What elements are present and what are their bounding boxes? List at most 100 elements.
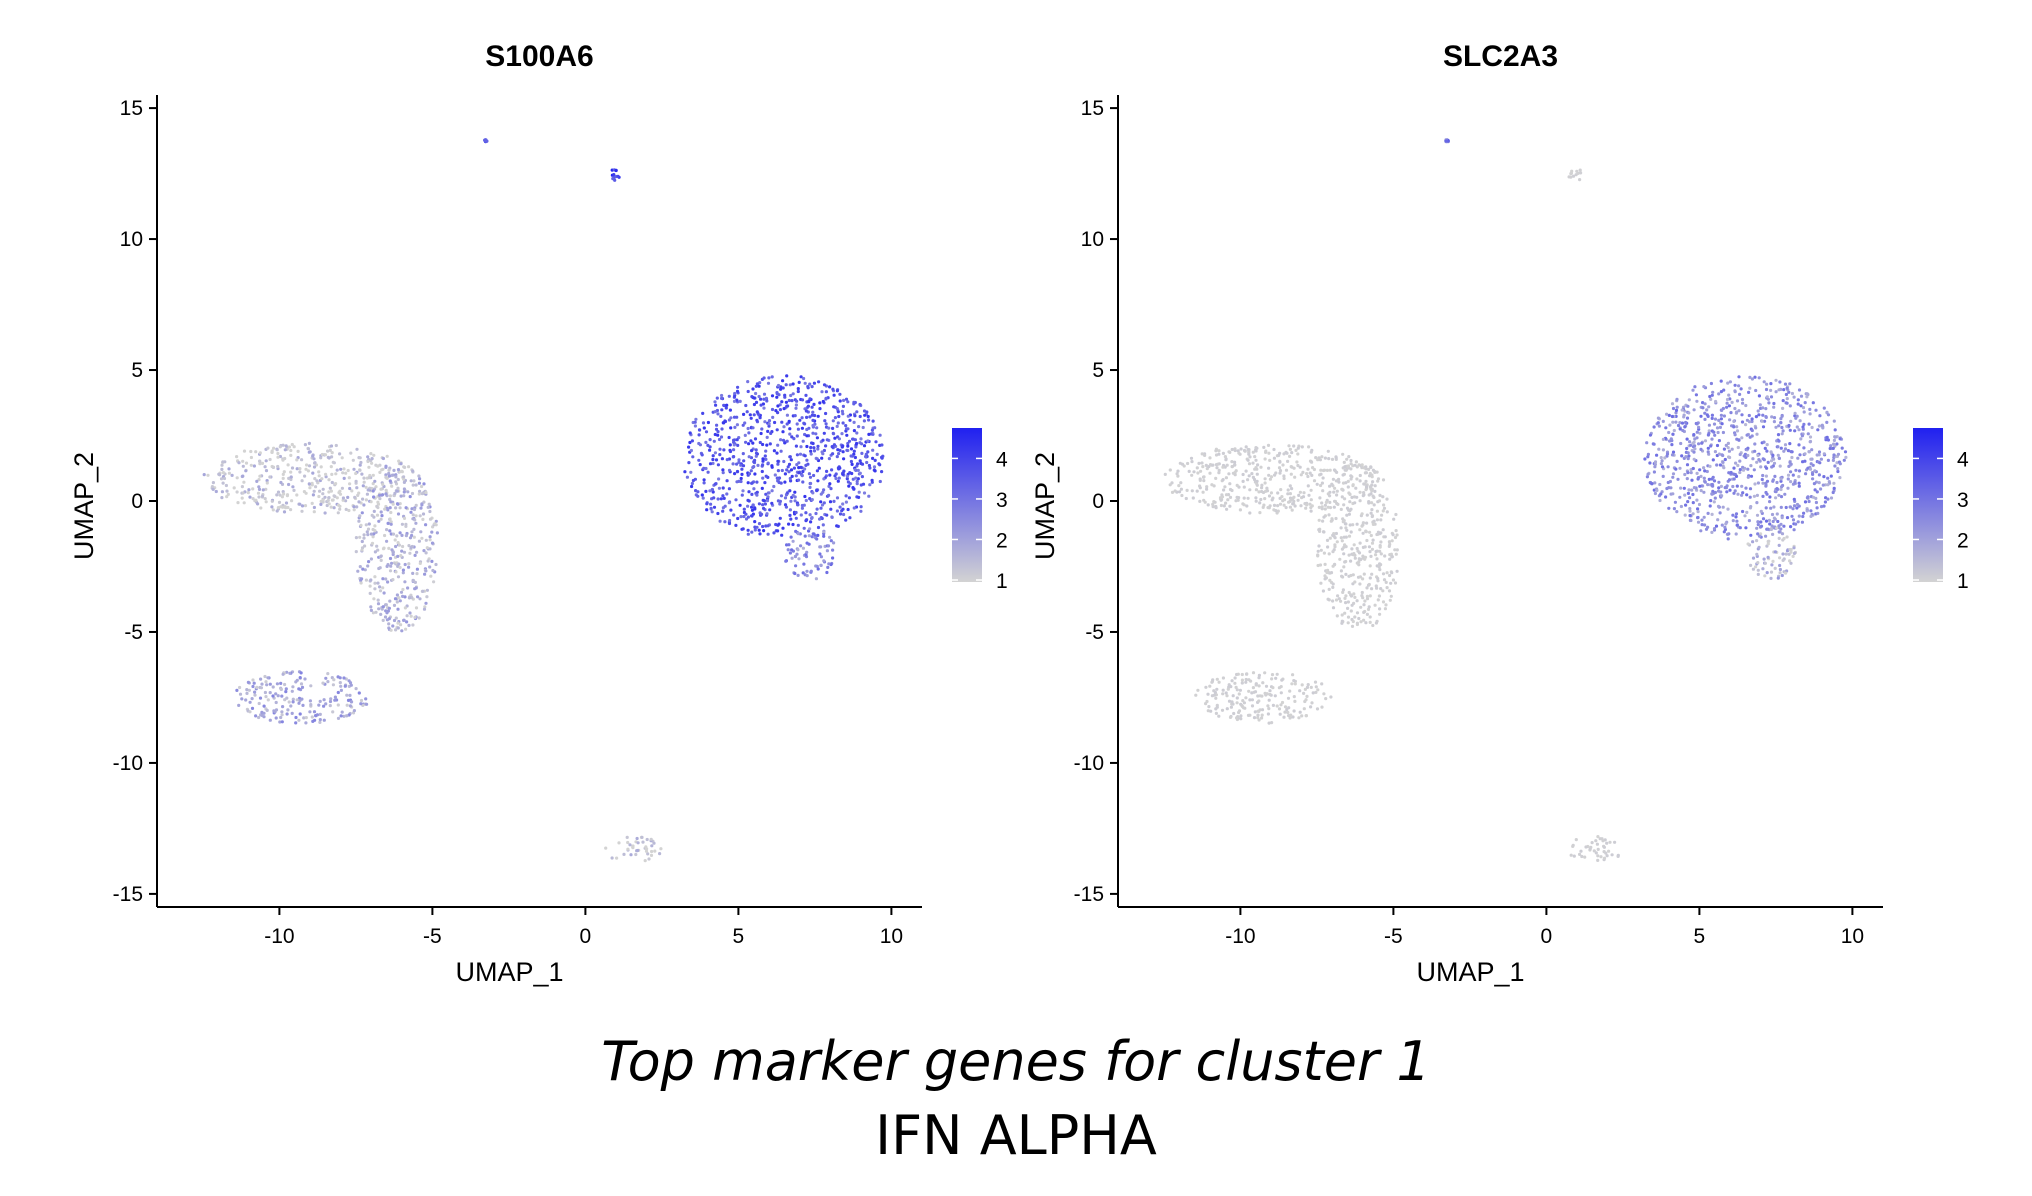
cell-point <box>279 681 283 686</box>
cell-point <box>1679 504 1683 509</box>
cell-point <box>1257 490 1261 494</box>
cell-point <box>1285 707 1289 712</box>
cell-point <box>1361 577 1365 581</box>
cell-point <box>1783 443 1788 447</box>
cell-point <box>810 385 814 389</box>
cell-point <box>1394 529 1398 533</box>
cell-point <box>1780 532 1785 536</box>
cell-point <box>785 374 789 378</box>
cell-point <box>245 688 249 692</box>
cell-point <box>278 493 282 497</box>
cell-point <box>367 476 371 480</box>
cell-point <box>757 502 762 506</box>
cell-point <box>1732 466 1736 470</box>
cell-point <box>1844 455 1848 459</box>
cell-point <box>338 681 342 685</box>
cell-point <box>838 512 843 516</box>
cell-point <box>1738 452 1742 457</box>
cell-point <box>420 492 424 496</box>
cell-point <box>389 500 393 504</box>
cell-point <box>1740 413 1744 417</box>
cell-point <box>310 481 314 485</box>
cell-point <box>770 375 774 379</box>
cell-point <box>798 418 802 422</box>
cell-point <box>1696 520 1701 524</box>
cell-point <box>279 715 283 720</box>
cell-point <box>649 837 653 841</box>
cell-point <box>842 457 846 461</box>
y-axis-label: UMAP_2 <box>69 452 99 560</box>
cell-point <box>341 471 345 475</box>
cell-point <box>1300 445 1304 449</box>
cell-point <box>1777 493 1781 497</box>
cell-point <box>764 474 768 478</box>
cell-point <box>1812 482 1816 486</box>
cell-point <box>690 484 694 489</box>
cell-point <box>1717 480 1721 484</box>
cell-point <box>1279 488 1283 492</box>
cell-point <box>1246 458 1250 462</box>
cell-point <box>1737 409 1741 413</box>
cell-point <box>813 413 817 418</box>
cell-point <box>1204 463 1208 467</box>
cell-point <box>1324 500 1328 504</box>
cell-point <box>1256 694 1260 698</box>
cell-point <box>782 459 786 464</box>
cell-point <box>757 413 761 417</box>
cell-point <box>1712 500 1716 504</box>
cell-point <box>797 471 801 475</box>
x-tick-label: -10 <box>264 925 294 948</box>
cell-point <box>1240 681 1244 685</box>
cell-point <box>1310 701 1314 705</box>
cell-point <box>384 603 388 607</box>
cell-point <box>242 449 247 453</box>
cell-point <box>1745 510 1749 514</box>
cell-point <box>1732 472 1737 476</box>
cell-point <box>1780 414 1784 418</box>
cell-point <box>844 427 849 431</box>
cell-point <box>329 505 333 509</box>
cell-point <box>805 415 809 419</box>
cell-point <box>867 463 872 468</box>
cell-point <box>1738 392 1742 396</box>
cell-point <box>1243 449 1247 453</box>
cell-point <box>1263 481 1267 485</box>
cell-point <box>279 687 283 691</box>
cell-point <box>755 382 760 386</box>
cell-point <box>391 532 396 536</box>
cell-point <box>1381 509 1385 513</box>
cell-point <box>1233 473 1237 477</box>
cell-point <box>1689 518 1693 523</box>
cell-point <box>1225 507 1229 511</box>
cell-point <box>1328 506 1333 510</box>
cell-point <box>1729 411 1733 415</box>
cell-point <box>742 412 746 416</box>
cell-point <box>763 481 767 485</box>
cell-point <box>1328 494 1332 498</box>
cell-point <box>815 564 819 569</box>
cell-point <box>366 459 370 464</box>
cell-point <box>1378 532 1382 536</box>
cell-point <box>1275 704 1279 708</box>
cell-point <box>1168 468 1172 472</box>
cell-point <box>1253 455 1257 459</box>
cell-point <box>1675 510 1679 514</box>
cell-point <box>1765 382 1769 386</box>
cell-point <box>1726 381 1730 385</box>
cell-point <box>290 689 294 693</box>
cell-point <box>342 476 346 480</box>
cell-point <box>1309 498 1313 502</box>
cell-point <box>1803 452 1807 456</box>
cell-point <box>1678 495 1682 499</box>
cell-point <box>803 467 807 471</box>
cell-point <box>835 407 839 411</box>
cell-point <box>1772 505 1776 509</box>
cell-point <box>384 577 388 581</box>
cell-point <box>1788 404 1792 408</box>
cell-point <box>827 484 831 488</box>
cell-point <box>301 703 305 708</box>
cell-point <box>260 713 264 718</box>
cell-point <box>289 508 293 512</box>
cell-point <box>285 493 290 497</box>
cell-point <box>1798 453 1802 457</box>
